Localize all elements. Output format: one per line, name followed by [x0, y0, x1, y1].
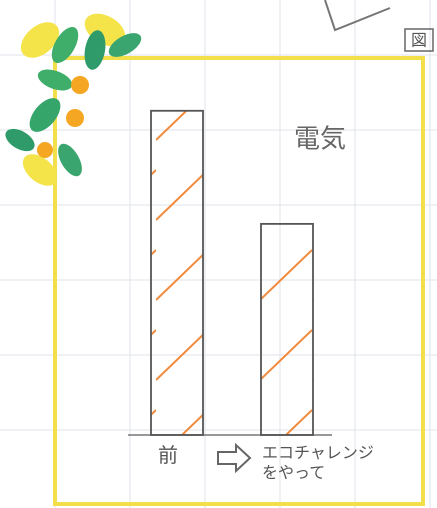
doodle [324, 0, 391, 32]
leaves [5, 13, 142, 186]
arrow-icon [217, 442, 252, 474]
frame [53, 56, 425, 506]
x-tick-label: 前 [158, 443, 178, 467]
badge-box [404, 28, 434, 52]
badge: 図 [411, 31, 427, 50]
bar [260, 222, 314, 436]
chart-title: 電気 [294, 125, 346, 155]
bar [150, 109, 204, 436]
x-tick-label: エコチャレンジ をやって [262, 443, 374, 482]
